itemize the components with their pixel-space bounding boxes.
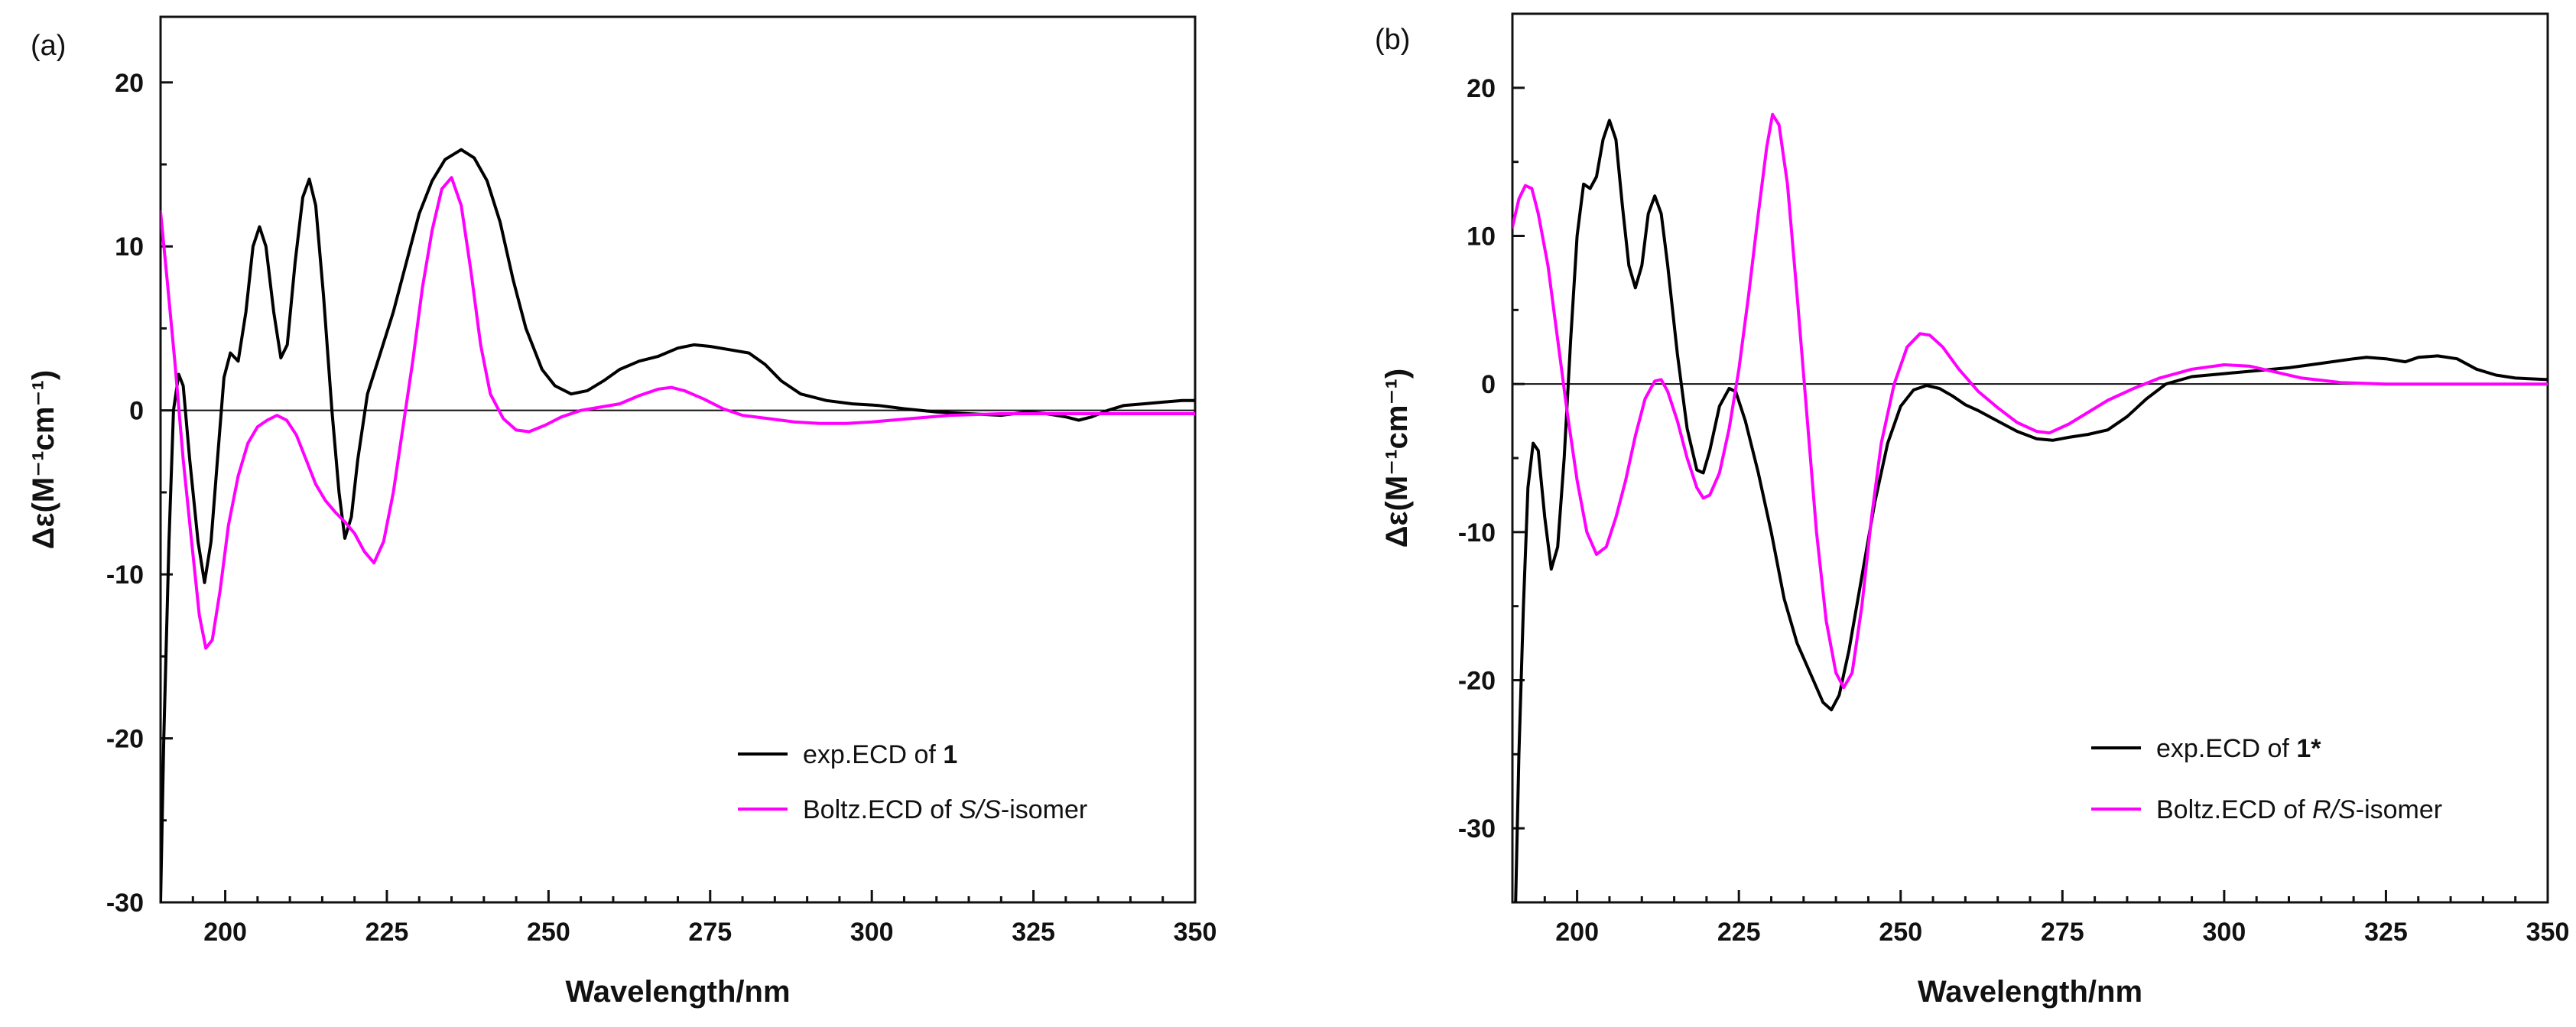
y-tick-label: 10 (115, 232, 144, 262)
plot-frame (159, 15, 1197, 904)
y-tick-label: -10 (1458, 518, 1496, 548)
legend-entry-exp: exp.ECD of 1 (803, 740, 957, 769)
chart-panel-b: 200 225 250 275 300 325 350 -30 -20 -10 0 10 20 Wavel… (1375, 12, 2570, 1009)
x-tick-label: 250 (527, 918, 570, 947)
x-tick-label: 200 (1555, 918, 1599, 947)
series-line-calc (1512, 112, 2548, 690)
panel-label: (b) (1375, 24, 1410, 56)
y-tick-label: -30 (106, 889, 144, 918)
series-line-calc (161, 176, 1195, 650)
y-tick-label: 0 (1481, 370, 1496, 399)
legend-text-italic: S/S (959, 795, 1001, 824)
legend-text-bold: 1* (2296, 734, 2321, 763)
series-line-exp (161, 148, 1195, 902)
x-tick-label: 250 (1879, 918, 1922, 947)
legend-entry-exp: exp.ECD of 1* (2156, 734, 2321, 763)
legend-text-bold: 1 (943, 740, 957, 769)
y-axis-title: Δε(M⁻¹cm⁻¹) (1380, 369, 1414, 548)
x-tick-label: 225 (1717, 918, 1761, 947)
panel-label: (a) (31, 30, 66, 62)
y-tick-label: 10 (1467, 223, 1496, 252)
legend-text-prefix: Boltz.ECD of (803, 795, 959, 824)
legend-text-suffix: -isomer (1001, 795, 1087, 824)
chart-panel-a: 200 225 250 275 300 325 350 -30 -20 -10 0 10 20 Wavel… (27, 15, 1217, 1009)
x-tick-label: 300 (850, 918, 894, 947)
x-tick-label: 200 (203, 918, 247, 947)
x-tick-label: 275 (688, 918, 732, 947)
series-line-exp (1514, 119, 2548, 902)
legend-entry-calc: Boltz.ECD of S/S-isomer (803, 795, 1087, 824)
legend-text-prefix: exp.ECD of (2156, 734, 2296, 763)
y-tick-label: -20 (1458, 667, 1496, 696)
plot-frame (1511, 12, 2549, 904)
legend-text-suffix: -isomer (2356, 795, 2442, 824)
x-tick-label: 350 (1174, 918, 1217, 947)
y-tick-label: 20 (115, 69, 144, 98)
x-axis-title: Wavelength/nm (565, 975, 790, 1009)
y-axis-title: Δε(M⁻¹cm⁻¹) (27, 370, 60, 549)
x-tick-label: 300 (2203, 918, 2246, 947)
y-tick-label: -20 (106, 725, 144, 754)
x-axis-title: Wavelength/nm (1918, 975, 2142, 1009)
x-tick-label: 225 (365, 918, 409, 947)
legend-text-italic: R/S (2312, 795, 2356, 824)
legend-text-prefix: Boltz.ECD of (2156, 795, 2312, 824)
x-tick-label: 325 (1012, 918, 1055, 947)
x-tick-label: 275 (2041, 918, 2084, 947)
y-tick-label: 0 (129, 397, 144, 426)
legend-entry-calc: Boltz.ECD of R/S-isomer (2156, 795, 2442, 824)
y-tick-label: 20 (1467, 74, 1496, 103)
y-tick-label: -10 (106, 561, 144, 590)
legend-text-prefix: exp.ECD of (803, 740, 943, 769)
x-tick-label: 325 (2364, 918, 2408, 947)
x-tick-label: 350 (2526, 918, 2570, 947)
y-tick-label: -30 (1458, 814, 1496, 843)
